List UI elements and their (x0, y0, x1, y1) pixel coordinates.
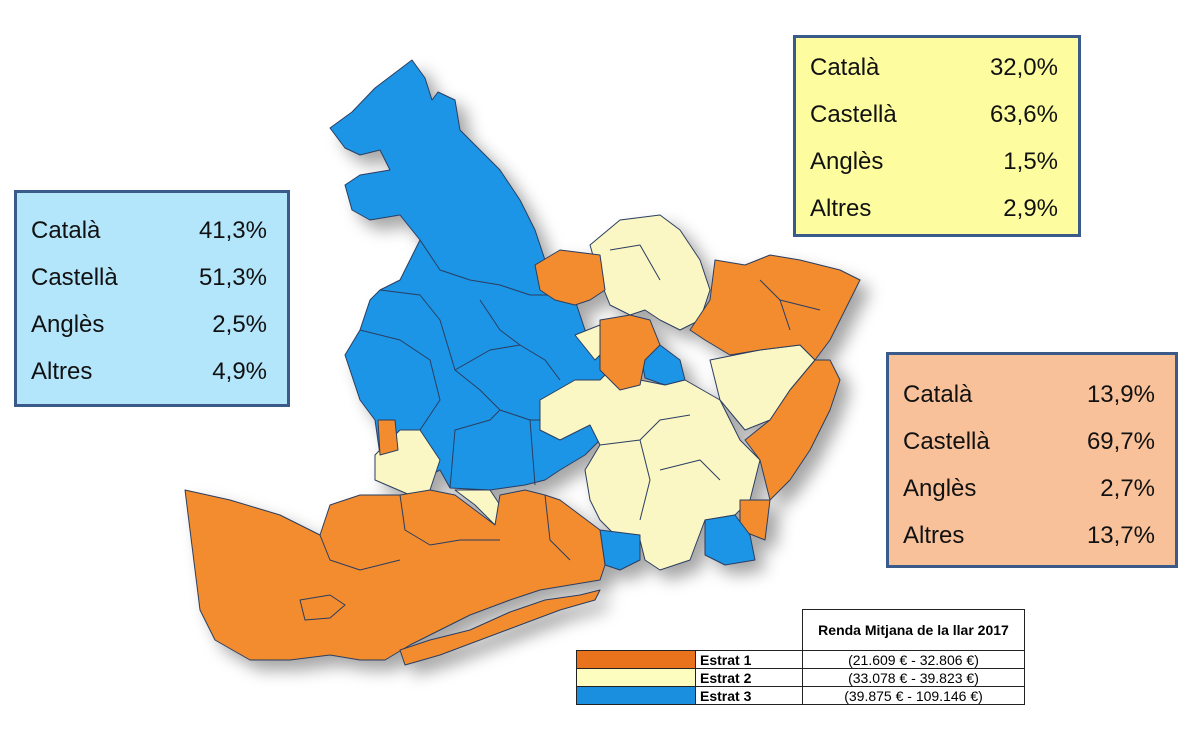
district-yellow-eixample (539, 359, 761, 571)
legend-range: (39.875 € - 109.146 €) (802, 686, 1025, 705)
stat-row-angles: Anglès 1,5% (796, 138, 1078, 185)
stat-row-altres: Altres 2,9% (796, 185, 1078, 232)
stat-label: Castellà (31, 263, 118, 291)
district-orange-northeast (689, 254, 861, 361)
legend-row-estrat-3: Estrat 3 (39.875 € - 109.146 €) (576, 686, 1025, 705)
stat-value: 4,9% (212, 357, 267, 385)
legend-range: (21.609 € - 32.806 €) (802, 650, 1025, 669)
stat-label: Altres (31, 357, 93, 385)
stat-row-angles: Anglès 2,5% (17, 301, 287, 348)
stat-row-altres: Altres 13,7% (889, 512, 1175, 559)
legend-title: Renda Mitjana de la llar 2017 (802, 609, 1025, 651)
district-orange-besos (739, 499, 771, 541)
stats-box-estrat-3: Català 41,3% Castellà 51,3% Anglès 2,5% Alt… (14, 190, 290, 407)
stat-label: Català (31, 216, 101, 244)
district-orange-southwest (184, 489, 606, 661)
stat-value: 63,6% (989, 100, 1058, 128)
stat-label: Anglès (810, 147, 884, 175)
district-yellow-north (589, 214, 711, 331)
stat-value: 32,0% (989, 53, 1058, 81)
stat-value: 41,3% (198, 216, 267, 244)
stat-row-altres: Altres 4,9% (17, 348, 287, 395)
stat-value: 2,9% (1003, 194, 1058, 222)
stat-value: 1,5% (1003, 147, 1058, 175)
stat-row-castella: Castellà 69,7% (889, 418, 1175, 465)
legend-swatch (576, 650, 696, 669)
stat-label: Altres (810, 194, 872, 222)
stat-value: 51,3% (198, 263, 267, 291)
stat-label: Castellà (903, 427, 990, 455)
stat-value: 13,9% (1086, 380, 1155, 408)
stat-row-catala: Català 32,0% (796, 44, 1078, 91)
legend-swatch (576, 686, 696, 705)
legend-label: Estrat 2 (695, 668, 803, 687)
district-orange-port-pier (299, 594, 346, 621)
stat-row-angles: Anglès 2,7% (889, 465, 1175, 512)
stat-label: Català (810, 53, 880, 81)
legend-row-estrat-1: Estrat 1 (21.609 € - 32.806 €) (576, 650, 1025, 669)
stat-row-castella: Castellà 51,3% (17, 254, 287, 301)
district-orange-gracia (599, 314, 661, 391)
income-legend: Renda Mitjana de la llar 2017 Estrat 1 (… (576, 609, 1025, 705)
legend-row-estrat-2: Estrat 2 (33.078 € - 39.823 €) (576, 668, 1025, 687)
district-orange-west (377, 419, 399, 456)
legend-range: (33.078 € - 39.823 €) (802, 668, 1025, 687)
stat-value: 69,7% (1086, 427, 1155, 455)
district-orange-north (534, 249, 606, 306)
stat-row-catala: Català 13,9% (889, 371, 1175, 418)
stat-label: Anglès (903, 474, 977, 502)
stats-box-estrat-2: Català 32,0% Castellà 63,6% Anglès 1,5% Alt… (793, 35, 1081, 237)
stat-value: 2,7% (1100, 474, 1155, 502)
stat-label: Castellà (810, 100, 897, 128)
district-blue-southeast (704, 514, 756, 566)
stat-label: Anglès (31, 310, 105, 338)
stat-row-catala: Català 41,3% (17, 207, 287, 254)
stat-value: 13,7% (1086, 521, 1155, 549)
stats-box-estrat-1: Català 13,9% Castellà 69,7% Anglès 2,7% Alt… (886, 352, 1178, 568)
legend-swatch (576, 668, 696, 687)
stat-row-castella: Castellà 63,6% (796, 91, 1078, 138)
stat-label: Català (903, 380, 973, 408)
district-orange-eastcoast (744, 359, 841, 501)
district-orange-port-dock (399, 589, 601, 666)
district-blue-south (599, 529, 641, 571)
stat-label: Altres (903, 521, 965, 549)
stat-value: 2,5% (212, 310, 267, 338)
legend-label: Estrat 3 (695, 686, 803, 705)
legend-label: Estrat 1 (695, 650, 803, 669)
